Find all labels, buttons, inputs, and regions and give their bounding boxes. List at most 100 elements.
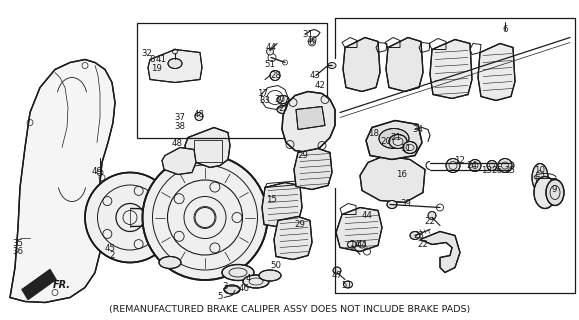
Polygon shape [10, 60, 115, 302]
Ellipse shape [85, 172, 175, 262]
Text: FR.: FR. [53, 279, 71, 290]
Ellipse shape [532, 164, 548, 191]
Ellipse shape [487, 161, 497, 171]
Ellipse shape [343, 281, 353, 288]
Polygon shape [294, 148, 332, 189]
Text: 38: 38 [174, 122, 185, 131]
Polygon shape [366, 121, 422, 159]
Text: 29: 29 [295, 220, 306, 229]
Text: 27: 27 [278, 104, 290, 113]
Text: 21: 21 [390, 133, 401, 142]
Text: 42: 42 [314, 81, 325, 90]
Ellipse shape [446, 158, 460, 172]
Text: 3: 3 [222, 282, 228, 291]
Ellipse shape [428, 212, 436, 220]
Text: 34: 34 [412, 125, 423, 134]
Text: 40: 40 [306, 36, 317, 45]
Text: 35: 35 [13, 239, 24, 248]
Text: 36: 36 [13, 247, 24, 256]
Ellipse shape [142, 155, 267, 280]
Bar [137, 22, 327, 138]
Text: 44: 44 [266, 43, 277, 52]
Text: 44: 44 [361, 211, 372, 220]
Text: 33: 33 [259, 96, 270, 105]
Text: 49: 49 [91, 167, 102, 176]
Polygon shape [420, 231, 460, 273]
Text: 23: 23 [413, 231, 424, 240]
Polygon shape [360, 156, 425, 203]
Text: 11: 11 [401, 144, 412, 153]
Bar [194, 140, 222, 162]
Text: 6: 6 [502, 25, 508, 34]
Text: 31: 31 [302, 30, 313, 39]
Text: 44: 44 [357, 240, 368, 249]
Ellipse shape [498, 158, 512, 172]
Text: 22: 22 [417, 240, 428, 249]
Ellipse shape [266, 48, 273, 55]
Text: 14: 14 [350, 240, 361, 249]
Ellipse shape [243, 275, 269, 288]
Polygon shape [430, 39, 472, 99]
Ellipse shape [277, 106, 289, 114]
Text: 46: 46 [239, 284, 250, 293]
Ellipse shape [277, 95, 289, 103]
Ellipse shape [347, 241, 357, 248]
Ellipse shape [546, 180, 564, 205]
Polygon shape [282, 92, 335, 153]
Ellipse shape [379, 129, 409, 148]
Polygon shape [185, 127, 230, 167]
Text: 32: 32 [141, 49, 152, 58]
Text: 26: 26 [492, 166, 503, 175]
Ellipse shape [195, 113, 203, 121]
Text: 15: 15 [266, 195, 277, 204]
Polygon shape [336, 207, 382, 252]
Text: 39: 39 [401, 199, 412, 208]
Ellipse shape [159, 257, 181, 268]
Text: 16: 16 [397, 170, 408, 179]
Ellipse shape [469, 159, 481, 172]
Text: (REMANUFACTURED BRAKE CALIPER ASSY DOES NOT INCLUDE BRAKE PADS): (REMANUFACTURED BRAKE CALIPER ASSY DOES … [109, 305, 470, 314]
Text: 8: 8 [149, 55, 155, 64]
Text: 9: 9 [551, 185, 556, 194]
Text: 19: 19 [151, 64, 162, 73]
Ellipse shape [259, 270, 281, 281]
Text: 5: 5 [217, 292, 223, 301]
Text: 41: 41 [156, 55, 167, 64]
Polygon shape [22, 269, 56, 300]
Text: 24: 24 [467, 161, 478, 170]
Ellipse shape [333, 267, 341, 274]
Text: 10: 10 [534, 166, 545, 175]
Text: 7: 7 [534, 176, 540, 185]
Ellipse shape [328, 62, 336, 68]
Text: 22: 22 [424, 217, 435, 226]
Text: 30: 30 [274, 95, 285, 104]
Polygon shape [386, 37, 423, 92]
Ellipse shape [222, 265, 254, 281]
Ellipse shape [403, 141, 417, 154]
Polygon shape [148, 50, 202, 83]
Polygon shape [343, 37, 380, 92]
Ellipse shape [534, 177, 556, 209]
Ellipse shape [387, 201, 397, 209]
Text: 4: 4 [245, 274, 251, 283]
Text: 37: 37 [174, 113, 185, 122]
Text: 51: 51 [265, 60, 276, 69]
Text: 25: 25 [504, 166, 515, 175]
Polygon shape [274, 217, 312, 260]
Ellipse shape [410, 231, 420, 239]
Ellipse shape [270, 70, 280, 81]
Text: 12: 12 [455, 156, 466, 165]
Text: 50: 50 [270, 261, 281, 270]
Text: 29: 29 [298, 151, 309, 160]
Text: 17: 17 [258, 89, 269, 98]
Text: 48: 48 [171, 139, 182, 148]
Ellipse shape [168, 59, 182, 68]
Text: 51: 51 [342, 281, 353, 290]
Polygon shape [162, 148, 196, 174]
Text: 2: 2 [109, 251, 115, 260]
Polygon shape [478, 44, 515, 100]
Text: 43: 43 [310, 71, 321, 80]
Text: 47: 47 [332, 271, 343, 280]
Text: 45: 45 [104, 244, 115, 253]
Ellipse shape [389, 134, 407, 148]
